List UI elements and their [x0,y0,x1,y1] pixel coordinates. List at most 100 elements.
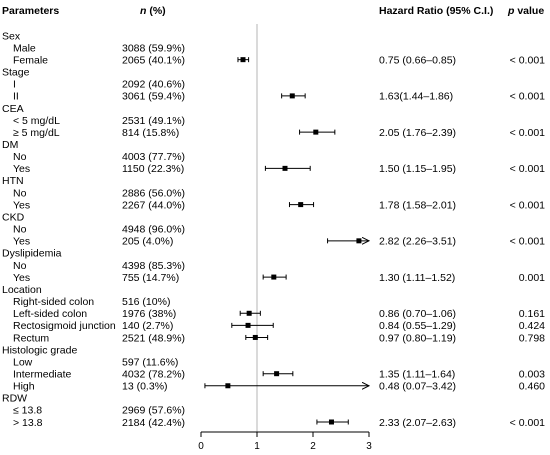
row-label: Intermediate [13,368,72,380]
hazard-ratio-point [313,129,319,135]
row-hazard-ratio: 0.86 (0.70–1.06) [379,308,456,320]
hazard-ratio-point [271,274,277,280]
row-n-percent: 2092 (40.6%) [122,79,185,91]
hazard-ratio-point [282,165,288,171]
row-n-percent: 2184 (42.4%) [122,417,185,429]
x-tick-label: 1 [254,441,260,452]
hazard-ratio-point [252,334,258,340]
p-header-italic: p [507,5,515,17]
row-n-percent: 1150 (22.3%) [122,163,184,175]
row-n-percent: 140 (2.7%) [122,320,173,332]
p-value-header: p value [507,5,544,17]
row-hazard-ratio: 1.30 (1.11–1.52) [379,272,455,284]
group-label: Stage [2,67,30,79]
row-p-value: < 0.001 [510,163,545,175]
group-label: HTN [2,175,24,187]
row-p-value: 0.003 [519,368,545,380]
row-n-percent: 3088 (59.9%) [122,42,185,54]
row-label: Male [13,42,36,54]
hazard-ratio-point [289,93,295,99]
row-hazard-ratio: 0.84 (0.55–1.29) [379,320,456,332]
row-p-value: < 0.001 [510,236,545,248]
row-p-value: 0.798 [519,332,545,344]
row-n-percent: 2267 (44.0%) [122,199,185,211]
group-label: RDW [2,393,27,405]
n-header-italic: n [140,5,146,17]
row-n-percent: 1976 (38%) [122,308,176,320]
row-p-value: < 0.001 [510,199,545,211]
row-n-percent: 2969 (57.6%) [122,405,185,417]
row-hazard-ratio: 1.78 (1.58–2.01) [379,199,456,211]
row-n-percent: 2531 (49.1%) [122,115,185,127]
row-label: Rectum [13,332,49,344]
n-percent-header: n (%) [140,5,166,17]
row-p-value: < 0.001 [510,91,545,103]
row-p-value: < 0.001 [510,127,545,139]
row-label: Yes [13,163,30,175]
row-label: Low [13,356,33,368]
parameters-header: Parameters [2,5,59,17]
x-tick-label: 2 [310,441,316,452]
x-tick-label: 0 [198,441,204,452]
hazard-ratio-point [298,202,304,208]
row-hazard-ratio: 0.97 (0.80–1.19) [379,332,456,344]
hazard-ratio-point [246,310,252,316]
hazard-ratio-point [240,57,246,63]
hazard-ratio-point [356,238,362,244]
row-label: II [13,91,19,103]
row-label: > 13.8 [13,417,43,429]
row-p-value: 0.001 [519,272,545,284]
hazard-ratio-point [274,371,280,377]
row-label: < 5 mg/dL [13,115,60,127]
group-label: Sex [2,30,21,42]
row-p-value: 0.460 [519,381,545,393]
row-label: Right-sided colon [13,296,94,308]
row-hazard-ratio: 2.82 (2.26–3.51) [379,236,456,248]
row-label: No [13,187,27,199]
row-n-percent: 2065 (40.1%) [122,54,185,66]
row-n-percent: 4948 (96.0%) [122,224,185,236]
hazard-ratio-point [245,322,251,328]
row-p-value: < 0.001 [510,417,545,429]
row-n-percent: 814 (15.8%) [122,127,179,139]
row-n-percent: 13 (0.3%) [122,381,168,393]
row-n-percent: 4032 (78.2%) [122,368,185,380]
row-label: ≤ 13.8 [13,405,42,417]
hazard-ratio-header: Hazard Ratio (95% C.I.) [379,5,493,17]
group-label: Location [2,284,42,296]
row-n-percent: 755 (14.7%) [122,272,179,284]
row-label: No [13,151,27,163]
row-p-value: < 0.001 [510,54,545,66]
row-n-percent: 205 (4.0%) [122,236,173,248]
row-hazard-ratio: 2.33 (2.07–2.63) [379,417,456,429]
row-label: I [13,79,16,91]
group-label: CKD [2,211,25,223]
hazard-ratio-point [225,383,231,389]
row-label: Yes [13,199,30,211]
row-n-percent: 597 (11.6%) [122,356,178,368]
row-n-percent: 2521 (48.9%) [122,332,185,344]
hazard-ratio-point [328,419,334,425]
row-label: Yes [13,272,30,284]
row-n-percent: 3061 (59.4%) [122,91,185,103]
row-n-percent: 4003 (77.7%) [122,151,185,163]
p-header-rest: value [514,5,544,17]
row-n-percent: 516 (10%) [122,296,170,308]
x-axis: 0 1 2 3 [198,431,372,452]
row-label: High [13,381,35,393]
row-p-value: 0.424 [519,320,545,332]
row-hazard-ratio: 0.75 (0.66–0.85) [379,54,456,66]
forest-marks [204,24,369,432]
row-label: ≥ 5 mg/dL [13,127,60,139]
row-p-value: 0.161 [519,308,545,320]
n-header-rest: (%) [146,5,165,17]
row-n-percent: 4398 (85.3%) [122,260,185,272]
group-label: DM [2,139,18,151]
group-label: CEA [2,103,24,115]
row-label: Yes [13,236,30,248]
row-label: Rectosigmoid junction [13,320,116,332]
row-hazard-ratio: 1.35 (1.11–1.64) [379,368,455,380]
row-label: No [13,224,27,236]
